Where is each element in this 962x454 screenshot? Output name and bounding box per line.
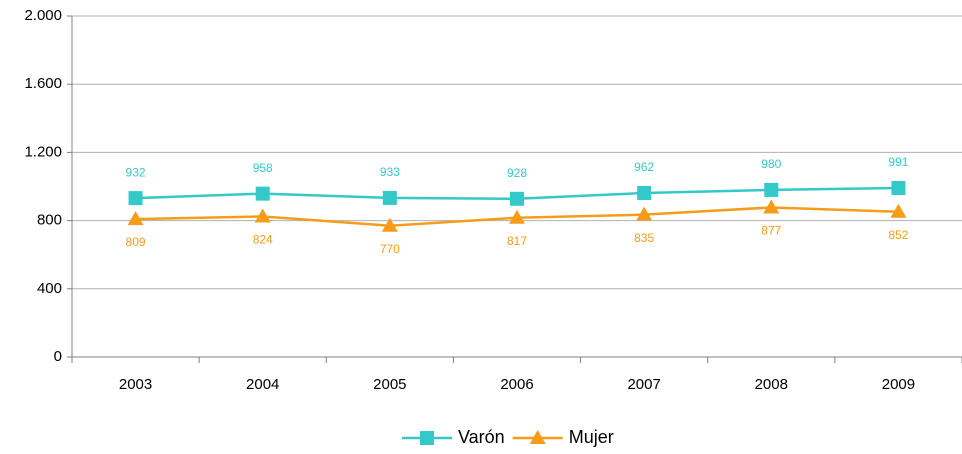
x-tick-label: 2006 — [500, 376, 533, 393]
x-tick-label: 2003 — [119, 376, 152, 393]
y-tick-label: 0 — [54, 348, 62, 365]
data-label: 852 — [888, 228, 908, 242]
x-tick-label: 2009 — [882, 376, 915, 393]
data-point — [890, 203, 907, 218]
x-tick-label: 2007 — [627, 376, 660, 393]
data-point — [255, 186, 270, 201]
data-label: 824 — [253, 233, 273, 247]
y-tick-label: 800 — [37, 212, 62, 229]
legend-marker — [529, 430, 546, 444]
data-point — [254, 208, 271, 223]
data-point — [891, 181, 906, 196]
data-label: 933 — [380, 165, 400, 179]
data-label: 991 — [888, 155, 908, 169]
data-label: 962 — [634, 160, 654, 174]
x-tick-label: 2005 — [373, 376, 406, 393]
data-point — [127, 211, 144, 226]
data-point — [381, 217, 398, 232]
data-label: 980 — [761, 157, 781, 171]
y-tick-label: 1.600 — [24, 75, 62, 92]
y-tick-label: 2.000 — [24, 7, 62, 24]
data-label: 835 — [634, 231, 654, 245]
data-label: 958 — [253, 161, 273, 175]
data-point — [128, 191, 143, 206]
data-label: 809 — [126, 235, 146, 249]
x-tick-label: 2004 — [246, 376, 279, 393]
legend-label: Mujer — [569, 427, 614, 447]
data-label: 770 — [380, 242, 400, 256]
y-tick-label: 1.200 — [24, 143, 62, 160]
data-point — [637, 185, 652, 200]
data-point — [382, 190, 397, 205]
data-label: 877 — [761, 224, 781, 238]
data-point — [763, 199, 780, 214]
data-label: 928 — [507, 166, 527, 180]
data-point — [509, 209, 525, 224]
legend-label: Varón — [458, 427, 505, 447]
data-label: 932 — [126, 165, 146, 179]
data-point — [636, 206, 653, 221]
data-point — [764, 182, 779, 197]
data-label: 817 — [507, 234, 527, 248]
data-point — [510, 191, 524, 206]
legend-marker — [420, 431, 434, 445]
y-tick-label: 400 — [37, 280, 62, 297]
x-tick-label: 2008 — [755, 376, 788, 393]
